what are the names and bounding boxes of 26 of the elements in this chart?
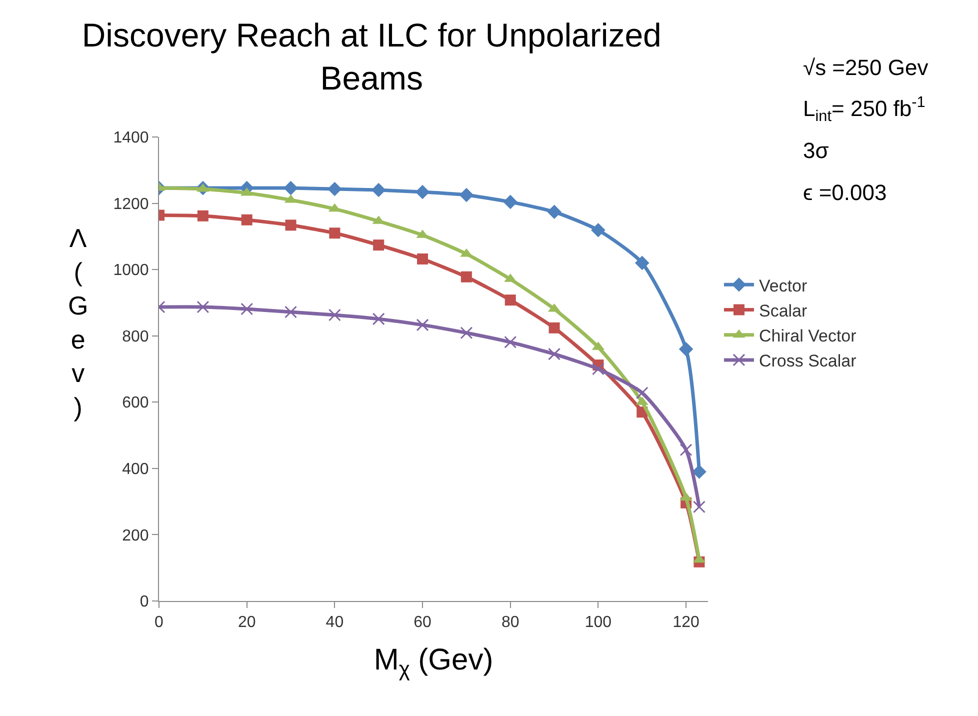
x-tick-label: 120 <box>672 614 700 632</box>
y-tick-label: 600 <box>122 394 149 412</box>
x-tick-label: 100 <box>584 614 612 632</box>
chart-title: Discovery Reach at ILC for Unpolarized Beams <box>82 16 662 96</box>
x-axis-title: M$_{χ}$ (Gev) <box>374 644 494 681</box>
y-tick-label: 400 <box>122 461 149 478</box>
y-axis-title: Λ (Gev) <box>68 223 88 422</box>
legend-label: Vector <box>758 276 808 296</box>
text: ϵ =0.003 <box>803 180 887 205</box>
x-tick-label: 20 <box>238 614 256 632</box>
x-tick-label: 0 <box>154 614 164 632</box>
y-tick-label: 1200 <box>113 196 149 213</box>
legend-label: Chiral Vector <box>758 326 857 346</box>
y-tick-label: 1000 <box>113 262 149 280</box>
y-tick-label: 800 <box>122 328 149 346</box>
legend-label: Scalar <box>758 301 808 320</box>
y-tick-label: 1400 <box>113 130 149 147</box>
y-tick-label: 0 <box>140 594 149 611</box>
legend-label: Cross Scalar <box>758 352 857 371</box>
text: √s =250 Gev <box>803 55 928 80</box>
x-tick-label: 40 <box>326 614 344 632</box>
x-tick-label: 60 <box>414 614 432 632</box>
text: 3σ <box>803 138 830 163</box>
text: L$_{int}$= 250 fb$^{-1}$ <box>803 94 926 125</box>
x-tick-label: 80 <box>501 614 520 632</box>
y-tick-label: 200 <box>122 527 149 544</box>
